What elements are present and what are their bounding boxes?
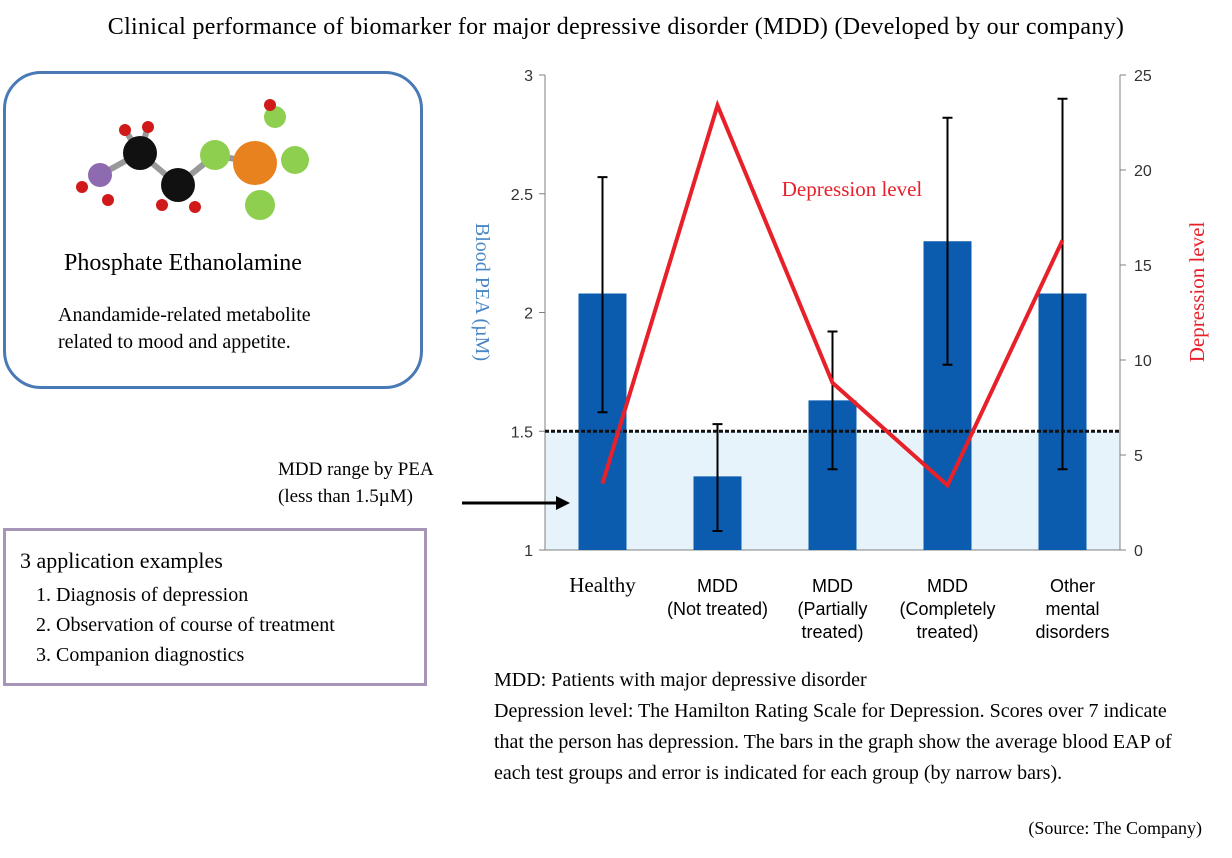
category-label: MDD <box>812 576 853 596</box>
y2-tick-label: 15 <box>1134 258 1152 275</box>
page-title: Clinical performance of biomarker for ma… <box>107 14 1125 40</box>
footnote-line2: Depression level: The Hamilton Rating Sc… <box>494 700 1172 784</box>
line-annotation: Depression level <box>782 177 923 201</box>
y2-tick-label: 5 <box>1134 448 1143 465</box>
molecule-desc-line1: Anandamide-related metabolite <box>58 304 311 326</box>
application-item: 1. Diagnosis of depression <box>36 584 249 606</box>
applications-panel <box>3 528 427 686</box>
category-label: (Completely <box>899 599 995 619</box>
y2-axis-title: Depression level <box>1185 222 1209 363</box>
depression-level-line <box>600 99 1065 489</box>
y-axis-title: Blood PEA (µM) <box>471 223 493 361</box>
y2-tick-label: 25 <box>1134 68 1152 85</box>
molecule-description: Anandamide-related metabolite related to… <box>58 302 311 356</box>
footnotes: MDD: Patients with major depressive diso… <box>494 665 1194 789</box>
range-arrow-head <box>556 496 570 510</box>
y-tick-label: 1 <box>524 543 533 560</box>
mdd-range-line1: MDD range by PEA <box>278 459 434 480</box>
y-tick-label: 1.5 <box>511 424 533 441</box>
category-label: disorders <box>1035 622 1109 642</box>
y-tick-label: 3 <box>524 68 533 85</box>
category-label: (Not treated) <box>667 599 768 619</box>
application-item: 3. Companion diagnostics <box>36 644 245 666</box>
category-label: treated) <box>916 622 978 642</box>
molecule-image <box>76 99 309 220</box>
category-label: (Partially <box>797 599 867 619</box>
category-label: treated) <box>801 622 863 642</box>
category-label: Other <box>1050 576 1095 596</box>
y2-tick-label: 20 <box>1134 163 1152 180</box>
y2-tick-label: 10 <box>1134 353 1152 370</box>
mdd-range-label: MDD range by PEA (less than 1.5µM) <box>278 456 488 510</box>
source-note: (Source: The Company) <box>1028 818 1202 838</box>
mdd-range-line2: (less than 1.5µM) <box>278 486 413 507</box>
molecule-name: Phosphate Ethanolamine <box>64 250 302 276</box>
footnote-line1: MDD: Patients with major depressive diso… <box>494 669 867 691</box>
category-label: Healthy <box>569 573 636 597</box>
applications-title: 3 application examples <box>20 548 223 573</box>
applications-list: 1. Diagnosis of depression 2. Observatio… <box>36 580 335 670</box>
category-label: MDD <box>927 576 968 596</box>
y2-tick-label: 0 <box>1134 543 1143 560</box>
category-label: MDD <box>697 576 738 596</box>
y-tick-label: 2 <box>524 306 533 323</box>
y-tick-label: 2.5 <box>511 187 533 204</box>
application-item: 2. Observation of course of treatment <box>36 614 335 636</box>
molecule-panel <box>3 71 423 389</box>
molecule-desc-line2: related to mood and appetite. <box>58 331 291 353</box>
category-label: mental <box>1045 599 1099 619</box>
